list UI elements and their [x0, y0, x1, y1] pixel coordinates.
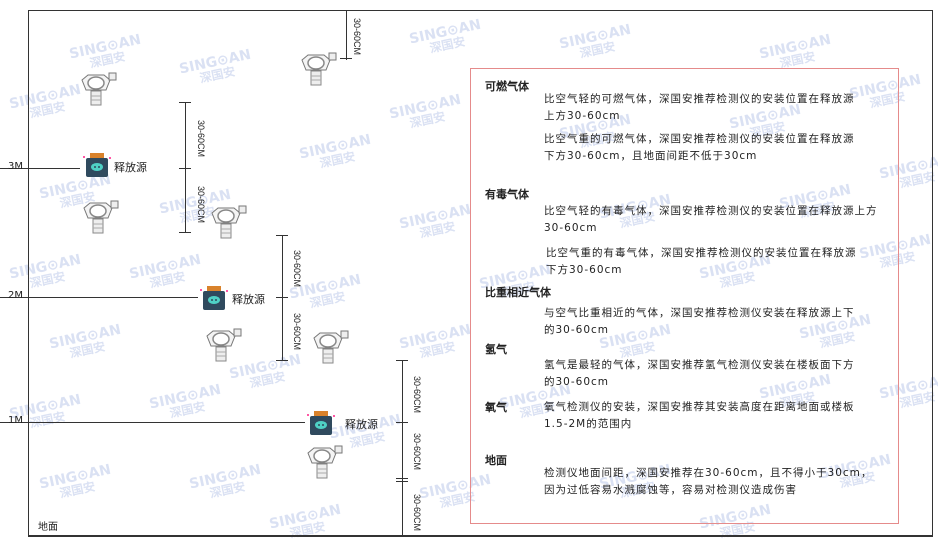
ground-line [28, 535, 933, 537]
release-source-icon [83, 152, 111, 178]
section-text: 比空气重的可燃气体，深国安推荐检测仪的安装位置在释放源下方30-60cm，且地面… [544, 133, 855, 162]
section-heading: 比重相近气体 [485, 286, 551, 299]
watermark: SING⊙AN 深国安 [407, 16, 483, 56]
section-text: 比空气轻的可燃气体，深国安推荐检测仪的安装位置在释放源上方30-60cm [544, 93, 855, 122]
dimension-label: 30-60CM [412, 494, 422, 532]
dimension-tick [179, 232, 191, 233]
section-text: 氧气检测仪的安装，深国安推荐其安装高度在距离地面或楼板1.5-2M的范围内 [544, 401, 855, 430]
release-source-label: 释放源 [232, 293, 265, 306]
watermark: SING⊙AN 深国安 [37, 461, 113, 501]
release-source-icon [200, 285, 228, 311]
dimension-line [282, 235, 283, 361]
watermark: SING⊙AN 深国安 [47, 321, 123, 361]
watermark: SING⊙AN 深国安 [557, 21, 633, 61]
gas-detector-icon [78, 72, 118, 110]
dimension-tick [179, 168, 191, 169]
watermark: SING⊙AN 深国安 [177, 46, 253, 86]
floor-line-2m [0, 297, 198, 298]
gas-detector-icon [208, 205, 248, 243]
watermark: SING⊙AN 深国安 [397, 321, 473, 361]
watermark: SING⊙AN 深国安 [7, 251, 83, 291]
dimension-label: 30-60CM [292, 313, 302, 351]
section-heading: 有毒气体 [485, 188, 529, 201]
dimension-tick [396, 360, 408, 361]
info-box: 可燃气体 比空气轻的可燃气体，深国安推荐检测仪的安装位置在释放源上方30-60c… [470, 68, 899, 524]
section-heading: 可燃气体 [485, 80, 529, 93]
dimension-label: 30-60CM [352, 18, 362, 56]
section-text: 氢气是最轻的气体，深国安推荐氢气检测仪安装在楼板面下方的30-60cm [544, 359, 855, 388]
section-heading: 氧气 [485, 401, 507, 414]
gas-detector-icon [80, 200, 120, 238]
floor-label-3m: 3M [8, 161, 23, 172]
section-heading: 地面 [485, 454, 507, 467]
floor-line-3m [0, 168, 80, 169]
watermark: SING⊙AN 深国安 [127, 251, 203, 291]
floor-label-1m: 1M [8, 415, 23, 426]
dimension-tick [340, 58, 352, 59]
wall-line [28, 10, 29, 536]
watermark: SING⊙AN 深国安 [387, 91, 463, 131]
release-source-icon [307, 410, 335, 436]
dimension-tick [276, 235, 288, 236]
watermark: SING⊙AN 深国安 [187, 461, 263, 501]
section-text: 比空气轻的有毒气体，深国安推荐检测仪的安装位置在释放源上方30-60cm [544, 205, 878, 234]
gas-detector-icon [310, 330, 350, 368]
gas-detector-icon [203, 328, 243, 366]
dimension-tick [396, 422, 408, 423]
dimension-label: 30-60CM [412, 376, 422, 414]
release-source-label: 释放源 [114, 161, 147, 174]
gas-detector-icon [298, 52, 338, 90]
ceiling-line [28, 10, 933, 11]
dimension-line [185, 102, 186, 233]
ground-label: 地面 [38, 522, 58, 533]
dimension-label: 30-60CM [412, 433, 422, 471]
watermark: SING⊙AN 深国安 [147, 381, 223, 421]
right-wall-line [932, 10, 933, 536]
dimension-label: 30-60CM [292, 250, 302, 288]
dimension-line [346, 10, 347, 60]
dimension-tick [276, 297, 288, 298]
dimension-label: 30-60CM [196, 186, 206, 224]
dimension-tick [396, 478, 408, 479]
section-text: 检测仪地面间距，深国安推荐在30-60cm，且不得小于30cm，因为过低容易水溅… [544, 467, 873, 496]
dimension-tick [179, 102, 191, 103]
dimension-line [402, 360, 403, 536]
section-text: 与空气比重相近的气体，深国安推荐检测仪安装在释放源上下的30-60cm [544, 307, 855, 336]
floor-label-2m: 2M [8, 290, 23, 301]
watermark: SING⊙AN 深国安 [397, 201, 473, 241]
gas-detector-icon [304, 445, 344, 483]
section-heading: 氢气 [485, 343, 507, 356]
watermark: SING⊙AN 深国安 [297, 131, 373, 171]
watermark: SING⊙AN 深国安 [67, 31, 143, 71]
dimension-label: 30-60CM [196, 120, 206, 158]
floor-line-1m [0, 422, 305, 423]
watermark: SING⊙AN 深国安 [7, 391, 83, 431]
dimension-tick [396, 481, 408, 482]
release-source-label: 释放源 [345, 418, 378, 431]
dimension-tick [276, 360, 288, 361]
section-text: 比空气重的有毒气体，深国安推荐检测仪的安装位置在释放源下方30-60cm [546, 247, 857, 276]
watermark: SING⊙AN 深国安 [7, 81, 83, 121]
